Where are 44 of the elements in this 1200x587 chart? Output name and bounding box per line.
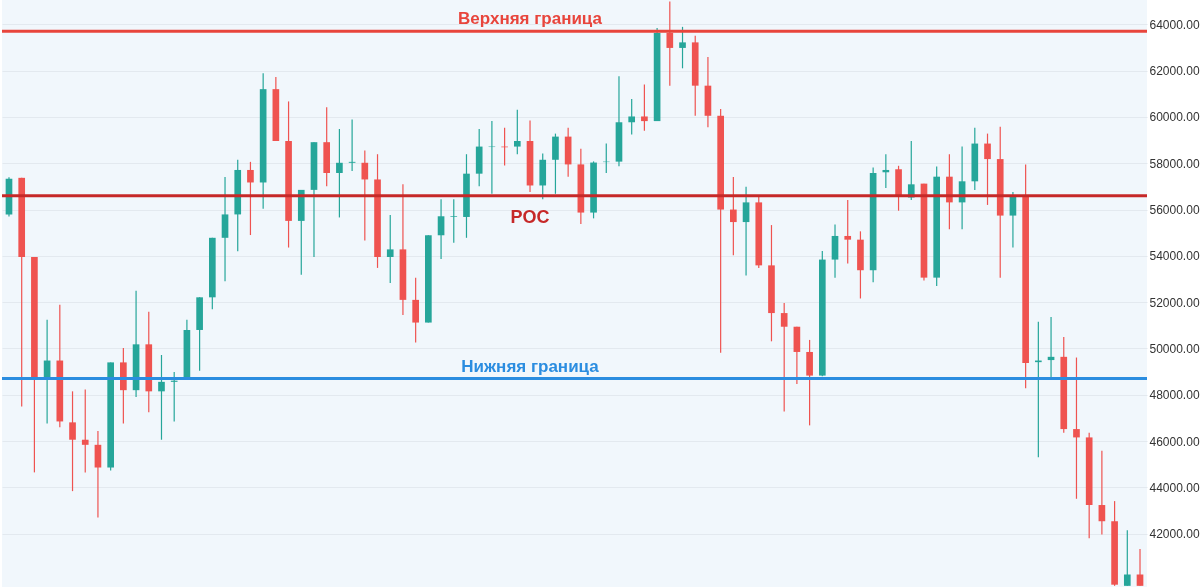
candlestick	[81, 388, 89, 473]
y-tick-label: 48000.00	[1149, 388, 1200, 403]
candlestick	[844, 199, 852, 265]
y-tick-label: 52000.00	[1149, 295, 1200, 310]
y-tick-label: 56000.00	[1149, 203, 1200, 218]
y-tick-label: 64000.00	[1149, 17, 1200, 32]
candlestick	[450, 198, 458, 244]
ref-line-label: POC	[510, 206, 550, 227]
candlestick	[806, 339, 813, 426]
candlestick	[730, 176, 737, 256]
y-tick-label: 50000.00	[1149, 342, 1200, 356]
candlestick	[552, 133, 559, 195]
y-tick-label: 46000.00	[1149, 434, 1200, 449]
candlestick	[780, 302, 788, 413]
candlestick	[742, 186, 750, 277]
candlestick	[1136, 548, 1144, 587]
ref-line-label: Нижняя граница	[461, 356, 600, 376]
candlestick	[221, 176, 229, 282]
candlestick	[666, 1, 674, 87]
candlestick	[679, 26, 686, 69]
candlestick	[348, 118, 356, 172]
ref-line-label: Верхняя граница	[458, 9, 603, 29]
y-tick-label: 54000.00	[1149, 249, 1200, 264]
candlestick	[336, 128, 343, 219]
y-tick-label: 60000.00	[1149, 110, 1200, 125]
candlestick	[641, 83, 648, 132]
candlestick	[984, 133, 991, 206]
candlestick	[247, 161, 254, 236]
y-tick-label: 42000.00	[1149, 527, 1200, 542]
candlestick	[94, 430, 102, 519]
y-tick-label: 62000.00	[1149, 64, 1200, 79]
candlestick	[158, 354, 165, 441]
candlestick	[513, 109, 521, 155]
candlestick	[69, 390, 76, 492]
y-tick-label: 44000.00	[1149, 480, 1200, 495]
candlestick	[628, 98, 636, 136]
candlestick	[831, 224, 839, 279]
candlestick	[1123, 529, 1131, 587]
candlestick	[1073, 356, 1080, 500]
candlestick	[361, 149, 369, 242]
candlestick	[437, 198, 445, 260]
candlestick	[412, 277, 419, 344]
y-tick-label: 58000.00	[1149, 156, 1200, 171]
candlestick	[386, 214, 394, 284]
